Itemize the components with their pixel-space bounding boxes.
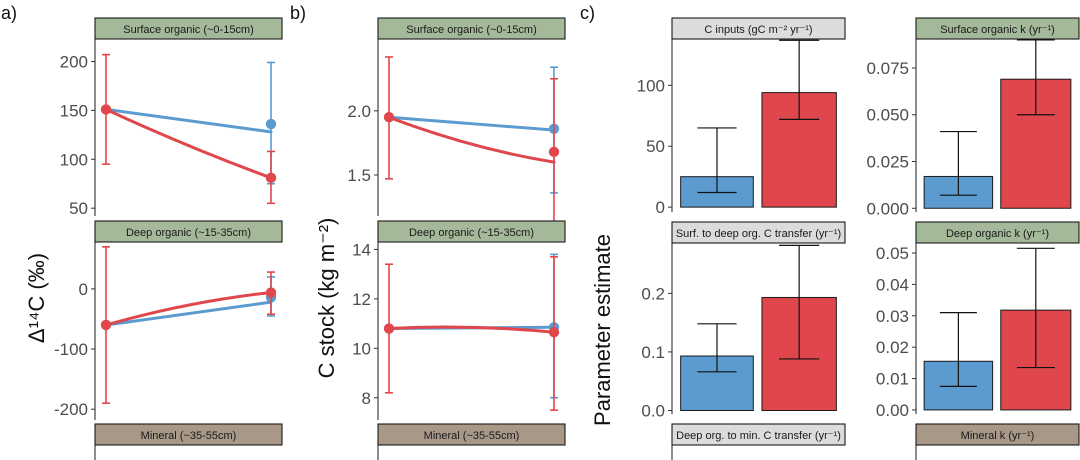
facet-c1: C inputs (gC m⁻² yr⁻¹) 0 50 100 [637,17,846,217]
facet-strip-label-a2: Deep organic (~15-35cm) [126,227,251,239]
facet-strip-c5 [671,423,846,446]
y-tick-label-a1: 200 [60,52,88,71]
panel-letter-c: c) [580,3,595,23]
y-tick-label-a2: 0 [79,280,88,299]
facet-strip-b1 [377,17,566,40]
y-tick-label-c4: 0.00 [876,401,909,420]
y-tick-label-a2: -200 [54,400,88,419]
facet-c5: Deep org. to min. C transfer (yr⁻¹) [671,423,846,460]
series-line-red-a2 [104,291,273,327]
data-point-blue-a1 [265,118,277,130]
series-line-red-b2 [387,325,556,334]
facet-strip-label-c3: Surf. to deep org. C transfer (yr⁻¹) [676,228,841,240]
facet-a2: Deep organic (~15-35cm) -200 -100 0 [54,220,283,420]
facet-strip-c3 [671,221,846,244]
series-line-red-b1 [387,115,556,164]
data-point-red-b2 [548,327,560,338]
series-line-red-a1 [104,107,273,180]
facet-strip-a3 [94,423,283,446]
y-axis-title-b: C stock (kg m⁻²) [314,218,339,379]
facet-strip-c2 [915,17,1080,40]
y-axis-title-a: Δ¹⁴C (‰) [24,253,49,343]
y-tick-label-c4: 0.01 [876,370,909,389]
data-point-red-b1 [548,146,560,158]
facet-strip-b3 [377,423,566,446]
panel-letter-b: b) [290,3,306,23]
facet-strip-label-a1: Surface organic (~0-15cm) [123,24,254,36]
y-tick-label-c1: 50 [646,137,665,156]
y-tick-label-c2: 0.025 [866,153,909,172]
panel-letter-a: a) [1,3,17,23]
facet-c6: Mineral k (yr⁻¹) [915,423,1080,460]
data-point-red-a2 [100,319,112,331]
y-tick-label-c3: 0.1 [641,343,665,362]
series-line-blue-b1 [387,115,556,132]
y-tick-label-b2: 14 [352,240,371,259]
y-tick-label-c2: 0.050 [866,106,909,125]
y-tick-label-c3: 0.2 [641,284,665,303]
data-point-red-b1 [383,112,395,123]
facet-strip-label-c2: Surface organic k (yr⁻¹) [940,24,1055,36]
facet-strip-label-b3: Mineral (~35-55cm) [424,430,520,442]
y-tick-label-b1: 2.0 [347,102,371,121]
y-tick-label-c4: 0.02 [876,338,909,357]
y-tick-label-c2: 0.075 [866,59,909,78]
facet-strip-c1 [671,17,846,40]
series-line-blue-a2 [104,300,273,327]
y-tick-label-b2: 10 [352,339,371,358]
chart-panels: Surface organic (~0-15cm)50100150200Deep… [54,17,1080,460]
facet-strip-b2 [377,220,566,243]
facet-strip-a1 [94,17,283,40]
y-tick-label-c4: 0.05 [876,244,909,263]
facet-strip-c6 [915,423,1080,446]
series-line-blue-a1 [104,107,273,134]
facet-c3: Surf. to deep org. C transfer (yr⁻¹) 0.0 0… [641,221,846,420]
y-tick-label-b1: 1.5 [347,166,371,185]
facet-a1: Surface organic (~0-15cm) 50 100 150 200 [60,17,283,218]
facet-strip-label-b2: Deep organic (~15-35cm) [409,227,534,239]
y-tick-label-b2: 12 [352,290,371,309]
facet-strip-c4 [915,221,1080,244]
y-tick-label-a1: 150 [60,101,88,120]
facet-b1: Surface organic (~0-15cm) 1.5 2.0 [347,17,566,228]
y-tick-label-c4: 0.04 [876,275,909,294]
data-point-red-a2 [265,287,277,298]
y-tick-label-a2: -100 [54,340,88,359]
facet-strip-label-c6: Mineral k (yr⁻¹) [961,430,1035,442]
y-tick-label-a1: 50 [69,199,88,218]
facet-c4: Deep organic k (yr⁻¹) 0.00 0.01 0.02 0.03 0.0… [876,221,1080,420]
y-tick-label-c1: 0 [656,198,665,217]
y-tick-label-c3: 0.0 [641,401,665,420]
y-tick-label-c1: 100 [637,76,665,95]
y-tick-label-c2: 0.000 [866,199,909,218]
facet-c2: Surface organic k (yr⁻¹) 0.000 0.025 0.050 0… [866,17,1080,218]
y-tick-label-b2: 8 [362,389,371,408]
y-tick-label-c4: 0.03 [876,307,909,326]
facet-strip-label-b1: Surface organic (~0-15cm) [406,24,537,36]
data-point-red-a1 [100,104,112,115]
y-tick-label-a1: 100 [60,150,88,169]
facet-b3: Mineral (~35-55cm) [377,423,566,460]
y-axis-title-c: Parameter estimate [590,234,615,426]
facet-b2: Deep organic (~15-35cm) 8 10 12 14 [352,220,566,420]
facet-strip-label-c1: C inputs (gC m⁻² yr⁻¹) [704,24,812,36]
facet-strip-label-c5: Deep org. to min. C transfer (yr⁻¹) [676,430,841,442]
data-point-red-a1 [265,172,277,184]
facet-strip-label-a3: Mineral (~35-55cm) [141,430,237,442]
facet-strip-a2 [94,220,283,243]
data-point-red-b2 [383,323,395,334]
facet-a3: Mineral (~35-55cm) [94,423,283,460]
facet-strip-label-c4: Deep organic k (yr⁻¹) [946,228,1049,240]
